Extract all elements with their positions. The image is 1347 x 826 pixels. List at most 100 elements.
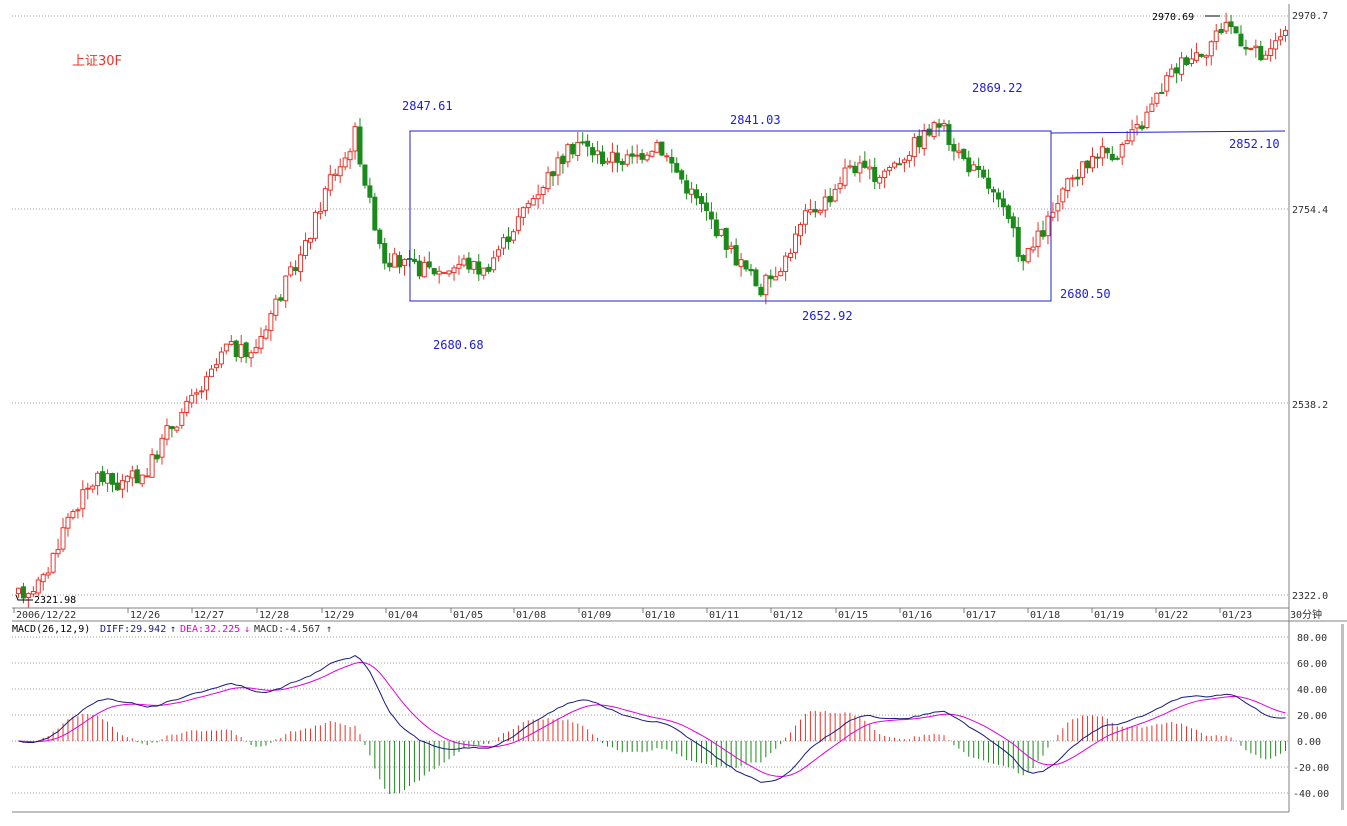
candle-up xyxy=(55,549,61,555)
candle-up xyxy=(1134,124,1140,129)
candle-up xyxy=(179,411,185,426)
candle-up xyxy=(718,228,724,236)
annotations: 2321.98 2970.69 2847.61 2680.68 2841.03 … xyxy=(34,12,1280,606)
candle-down xyxy=(1218,29,1224,34)
price-axis: 2970.7 2754.4 2538.2 2322.0 xyxy=(1292,11,1328,602)
candle-up xyxy=(15,587,21,595)
candle-up xyxy=(184,400,190,413)
candle-up xyxy=(189,394,195,404)
candle-up xyxy=(273,298,279,316)
candle-up xyxy=(471,260,477,270)
candle-down xyxy=(946,124,952,145)
candle-down xyxy=(1005,205,1011,219)
x-tick-label: 12/27 xyxy=(194,610,224,621)
macd-header: MACD(26,12,9) DIFF:29.942 ↑ DEA:32.225 ↓… xyxy=(12,624,332,635)
candle-up xyxy=(664,155,670,158)
candle-down xyxy=(585,140,591,147)
candle-up xyxy=(1248,47,1254,50)
consolidation-box xyxy=(409,130,1052,302)
candle-up xyxy=(347,151,353,161)
candle-up xyxy=(213,364,219,369)
candle-up xyxy=(1055,203,1061,212)
candle-down xyxy=(966,157,972,173)
candle-down xyxy=(1085,160,1091,169)
candle-up xyxy=(515,216,521,231)
candle-down xyxy=(986,177,992,189)
candle-up xyxy=(1283,29,1289,37)
x-tick-label: 01/16 xyxy=(902,610,932,621)
x-tick-label: 01/04 xyxy=(388,610,418,621)
candle-up xyxy=(60,527,66,550)
macd-arrow-icon: ↑ xyxy=(326,624,332,635)
candle-up xyxy=(1035,230,1041,248)
candle-up xyxy=(30,591,36,595)
candle-up xyxy=(1179,57,1185,75)
candle-down xyxy=(377,229,383,245)
candle-down xyxy=(1010,216,1016,229)
candle-up xyxy=(763,274,769,296)
candle-up xyxy=(956,150,962,154)
candle-down xyxy=(1198,53,1204,57)
macd-tick-label: 0.00 xyxy=(1297,737,1321,748)
candle-up xyxy=(322,188,328,212)
candle-down xyxy=(639,153,645,160)
candle-up xyxy=(436,270,442,275)
macd-axis-scrollbar[interactable] xyxy=(1341,624,1344,810)
candle-up xyxy=(95,472,101,487)
candle-up xyxy=(520,207,526,218)
candle-up xyxy=(1119,144,1125,158)
candle-up xyxy=(1144,111,1150,128)
candle-up xyxy=(837,183,843,189)
candle-up xyxy=(654,142,660,153)
candle-down xyxy=(486,266,492,272)
candle-up xyxy=(129,470,135,479)
candle-down xyxy=(570,143,576,155)
annot-box-low-mid: 2652.92 xyxy=(802,309,853,323)
candle-up xyxy=(689,188,695,195)
candle-up xyxy=(624,154,630,165)
candle-up xyxy=(327,174,333,191)
candle-down xyxy=(812,209,818,213)
x-tick-label: 01/08 xyxy=(516,610,546,621)
candle-down xyxy=(387,262,393,268)
period-label: 30分钟 xyxy=(1290,608,1322,621)
macd-axis: 80.00 60.00 40.00 20.00 0.00 -20.00 -40.… xyxy=(1293,633,1329,800)
candle-up xyxy=(1253,45,1259,49)
candle-up xyxy=(288,266,294,276)
candle-up xyxy=(793,233,799,254)
chart-frame xyxy=(12,4,1347,813)
candle-down xyxy=(1139,125,1145,130)
macd-tick-label: -20.00 xyxy=(1293,763,1329,774)
candle-up xyxy=(501,237,507,249)
candle-down xyxy=(416,260,422,277)
candle-up xyxy=(1060,188,1066,203)
candle-down xyxy=(362,164,368,186)
candle-up xyxy=(199,390,205,393)
candle-down xyxy=(466,257,472,270)
candle-down xyxy=(619,161,625,165)
candle-up xyxy=(139,474,145,485)
candle-up xyxy=(911,137,917,158)
candle-down xyxy=(748,268,754,272)
macd-params: MACD(26,12,9) xyxy=(12,624,90,635)
candle-down xyxy=(169,426,175,430)
candle-up xyxy=(149,454,155,478)
candle-down xyxy=(758,286,764,296)
x-tick-label: 01/15 xyxy=(838,610,868,621)
candle-down xyxy=(669,157,675,164)
macd-dea-label: DEA:32.225 xyxy=(180,624,240,635)
candle-up xyxy=(604,160,610,164)
candle-down xyxy=(708,211,714,220)
candle-up xyxy=(877,176,883,184)
candle-down xyxy=(580,141,586,144)
macd-histogram xyxy=(22,710,1287,795)
candle-up xyxy=(1129,129,1135,142)
candle-up xyxy=(1223,21,1229,32)
candle-down xyxy=(1258,45,1264,61)
candle-down xyxy=(703,202,709,211)
candle-up xyxy=(174,426,180,431)
price-tick-label: 2538.2 xyxy=(1292,400,1328,411)
candle-down xyxy=(397,255,403,268)
candle-up xyxy=(496,249,502,257)
candle-up xyxy=(1263,54,1269,60)
